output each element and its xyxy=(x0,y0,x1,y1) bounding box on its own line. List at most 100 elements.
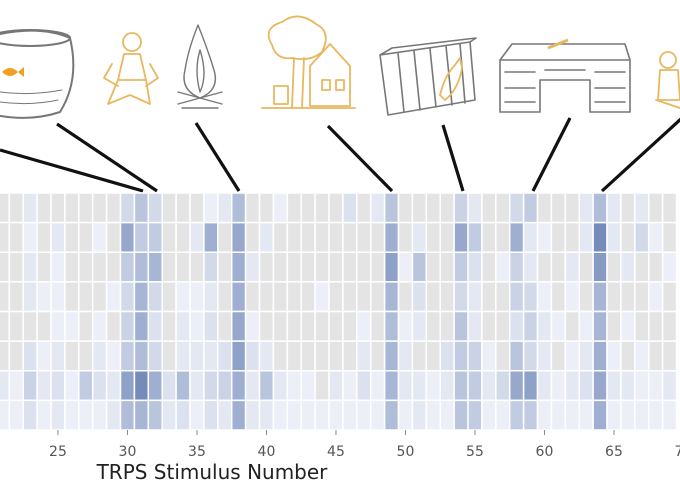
missing-cell xyxy=(314,251,330,283)
heat-cell xyxy=(508,340,525,372)
heat-cell xyxy=(36,370,52,402)
heat-cell xyxy=(272,370,289,402)
missing-cell xyxy=(481,281,497,313)
missing-cell xyxy=(300,251,316,283)
missing-cell xyxy=(64,221,80,253)
heat-cell xyxy=(508,310,525,342)
heat-cell xyxy=(203,192,219,224)
heat-cell xyxy=(22,399,38,431)
x-tick-label: 70 xyxy=(675,444,680,460)
missing-cell xyxy=(300,310,316,342)
x-tick-label: 30 xyxy=(119,444,137,460)
missing-cell xyxy=(217,281,233,313)
heat-cell xyxy=(522,281,539,313)
missing-cell xyxy=(425,340,441,372)
missing-cell xyxy=(536,251,553,283)
heat-cell xyxy=(50,251,66,283)
heat-cell xyxy=(592,192,608,224)
missing-cell xyxy=(369,221,386,253)
missing-cell xyxy=(78,251,94,283)
heat-cell xyxy=(453,399,469,431)
missing-cell xyxy=(425,251,441,283)
missing-cell xyxy=(425,192,441,224)
heat-cell xyxy=(522,399,539,431)
missing-cell xyxy=(411,340,428,372)
heat-cell xyxy=(50,340,66,372)
heat-cell xyxy=(425,399,441,431)
connector xyxy=(531,117,572,192)
heat-cell xyxy=(522,310,539,342)
heat-cell xyxy=(578,399,594,431)
missing-cell xyxy=(550,251,567,283)
x-tick-label: 65 xyxy=(605,444,623,460)
missing-cell xyxy=(634,310,650,342)
heat-cell xyxy=(606,370,622,402)
missing-cell xyxy=(78,281,94,313)
heat-cell xyxy=(328,370,344,402)
heat-cell xyxy=(244,251,261,283)
heat-cell xyxy=(50,310,66,342)
heat-cell xyxy=(467,399,483,431)
heat-cell xyxy=(175,340,191,372)
heat-cell xyxy=(22,221,38,253)
heat-cell xyxy=(495,251,511,283)
heat-cell xyxy=(230,310,247,342)
heat-cell xyxy=(189,281,205,313)
heat-cell xyxy=(536,281,553,313)
heat-cell xyxy=(286,399,302,431)
missing-cell xyxy=(620,340,636,372)
missing-cell xyxy=(578,251,594,283)
heat-cell xyxy=(91,399,108,431)
heat-cell xyxy=(383,310,400,342)
connector xyxy=(441,124,465,192)
missing-cell xyxy=(272,221,289,253)
missing-cell xyxy=(328,221,344,253)
heat-cell xyxy=(133,370,150,402)
heat-cell xyxy=(133,192,150,224)
missing-cell xyxy=(661,192,678,224)
heat-cell xyxy=(189,370,205,402)
heat-cell xyxy=(606,221,622,253)
x-tick-label: 40 xyxy=(258,444,276,460)
cage-animal xyxy=(439,57,463,101)
heat-cell xyxy=(230,251,247,283)
heat-cell xyxy=(536,399,553,431)
heat-cell xyxy=(105,340,122,372)
heat-cell xyxy=(300,370,316,402)
heat-cell xyxy=(50,370,66,402)
heat-cell xyxy=(147,221,163,253)
heat-cell xyxy=(22,192,38,224)
heat-cell xyxy=(230,192,247,224)
heat-cell xyxy=(217,192,233,224)
missing-cell xyxy=(328,310,344,342)
missing-cell xyxy=(328,251,344,283)
heat-cell xyxy=(467,281,483,313)
heat-cell xyxy=(467,310,483,342)
heat-cell xyxy=(522,221,539,253)
heat-cell xyxy=(50,281,66,313)
missing-cell xyxy=(244,221,261,253)
x-tick-label: 50 xyxy=(397,444,415,460)
missing-cell xyxy=(272,251,289,283)
heat-cell xyxy=(22,370,38,402)
missing-cell xyxy=(634,281,650,313)
heat-cell xyxy=(258,370,275,402)
missing-cell xyxy=(606,281,622,313)
missing-cell xyxy=(258,192,275,224)
campfire xyxy=(177,24,223,109)
missing-cell xyxy=(64,340,80,372)
heat-cell xyxy=(425,370,441,402)
missing-cell xyxy=(342,310,358,342)
missing-cell xyxy=(78,310,94,342)
heat-cell xyxy=(453,251,469,283)
missing-cell xyxy=(328,340,344,372)
missing-cell xyxy=(300,340,316,372)
gravel xyxy=(0,89,63,105)
heat-cell xyxy=(8,370,24,402)
missing-cell xyxy=(328,192,344,224)
heat-cell xyxy=(411,310,428,342)
heat-cell xyxy=(175,281,191,313)
heat-cell xyxy=(481,399,497,431)
missing-cell xyxy=(425,221,441,253)
heat-cell xyxy=(189,221,205,253)
